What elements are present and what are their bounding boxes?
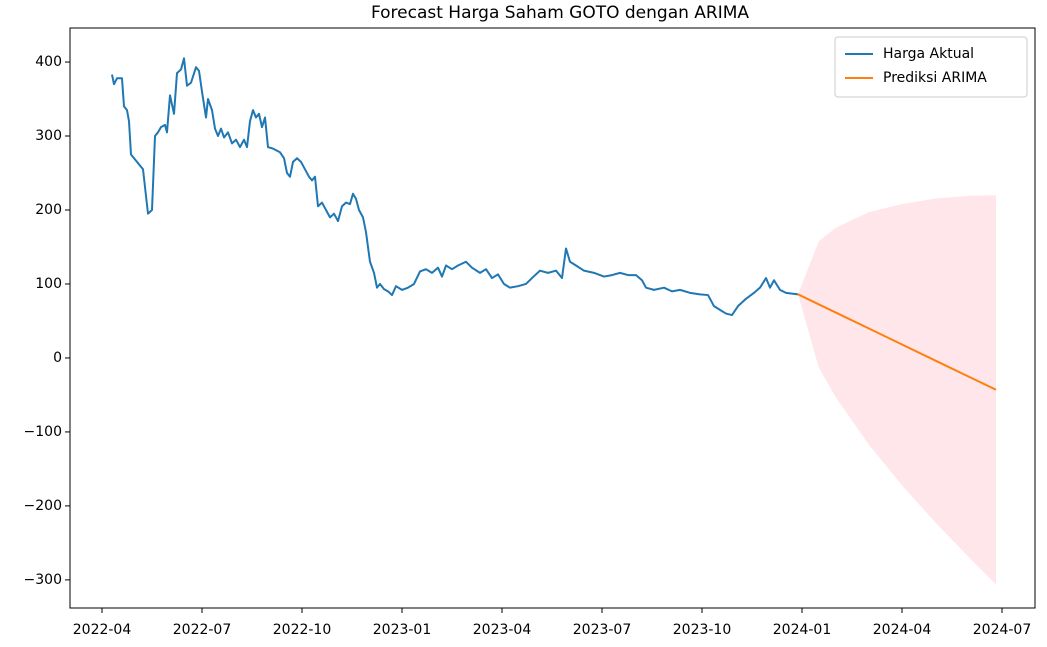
- confidence-band: [798, 195, 996, 585]
- legend-label: Prediksi ARIMA: [883, 70, 987, 86]
- legend-box: [834, 36, 1028, 98]
- y-tick-label: 200: [35, 202, 62, 218]
- y-tick-label: −100: [24, 424, 62, 440]
- legend: Harga Aktual Prediksi ARIMA: [834, 36, 1028, 98]
- x-tick-label: 2024-07: [973, 622, 1032, 638]
- chart-title: Forecast Harga Saham GOTO dengan ARIMA: [371, 3, 749, 23]
- y-tick-label: −200: [24, 498, 62, 514]
- y-tick-label: 300: [35, 128, 62, 144]
- x-tick-label: 2023-04: [473, 622, 532, 638]
- x-tick-label: 2022-07: [173, 622, 232, 638]
- y-tick-label: 400: [35, 54, 62, 70]
- x-tick-label: 2023-10: [673, 622, 732, 638]
- plot-frame: [69, 27, 1036, 609]
- series-line: [111, 57, 799, 317]
- series-line: [797, 293, 997, 391]
- x-tick-label: 2023-01: [373, 622, 432, 638]
- y-tick-label: 100: [35, 276, 62, 292]
- x-tick-label: 2024-01: [773, 622, 832, 638]
- x-tick-label: 2022-10: [273, 622, 332, 638]
- x-tick-label: 2024-04: [873, 622, 932, 638]
- y-tick-label: 0: [53, 350, 62, 366]
- x-tick-label: 2023-07: [573, 622, 632, 638]
- legend-label: Harga Aktual: [883, 46, 974, 62]
- x-tick-label: 2022-04: [73, 622, 132, 638]
- y-tick-label: −300: [24, 572, 62, 588]
